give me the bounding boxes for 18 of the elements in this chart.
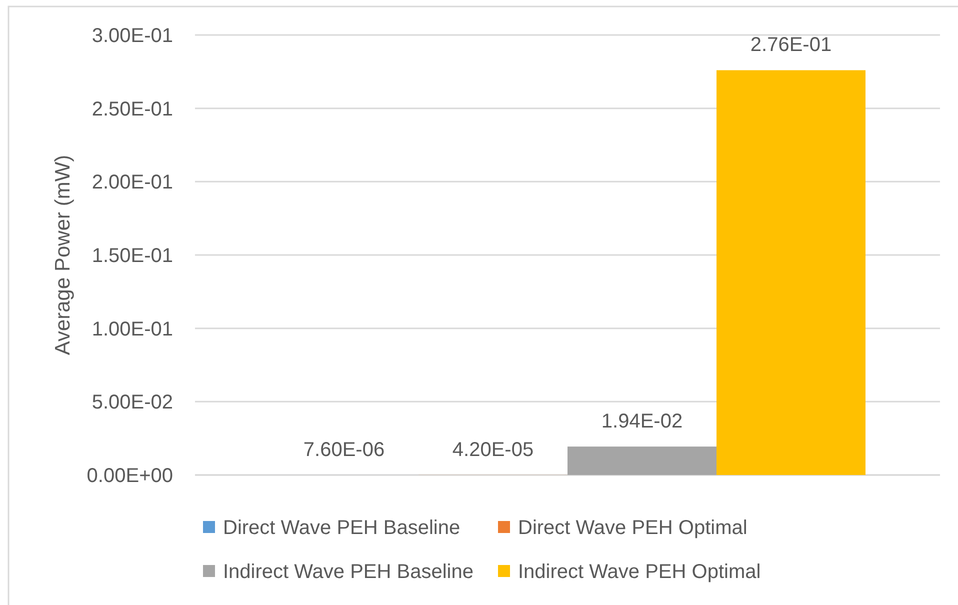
y-tick-label: 1.00E-01	[92, 318, 173, 340]
y-tick-label: 0.00E+00	[86, 465, 173, 487]
y-tick-label: 5.00E-02	[92, 392, 173, 414]
bar	[716, 70, 866, 475]
y-axis-title: Average Power (mW)	[51, 154, 74, 356]
legend-label: Direct Wave PEH Baseline	[223, 517, 460, 539]
legend-label: Indirect Wave PEH Baseline	[223, 561, 474, 583]
y-tick-label: 2.50E-01	[92, 98, 173, 120]
y-tick-label: 1.50E-01	[92, 245, 173, 267]
legend-label: Direct Wave PEH Optimal	[518, 517, 748, 539]
data-label: 2.76E-01	[750, 34, 832, 56]
data-label: 7.60E-06	[303, 438, 385, 461]
legend-label: Indirect Wave PEH Optimal	[518, 561, 761, 583]
data-label: 4.20E-05	[452, 438, 534, 461]
data-label: 1.94E-02	[601, 410, 683, 433]
bar	[568, 446, 716, 475]
y-tick-label: 2.00E-01	[92, 172, 173, 194]
y-tick-label: 3.00E-01	[92, 25, 173, 47]
